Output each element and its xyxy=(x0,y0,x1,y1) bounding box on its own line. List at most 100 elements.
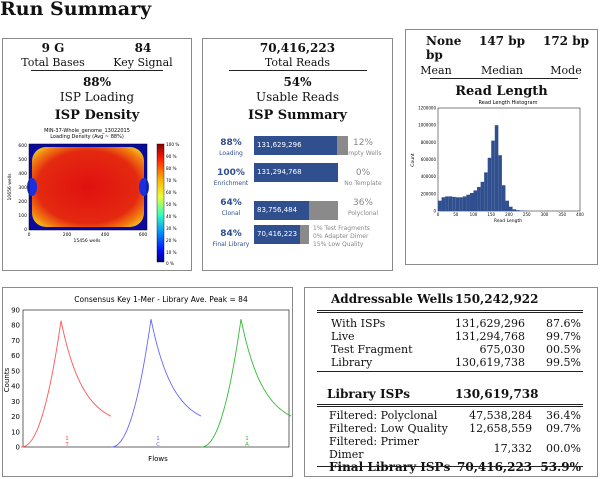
polyclonal-stat: 36% Polyclonal xyxy=(335,198,391,219)
consensus-ytick: 30 xyxy=(11,398,20,406)
final-library-pct: 84% Final Library xyxy=(211,229,251,250)
addressable-wells-value: 150,242,922 xyxy=(455,292,539,306)
consensus-chart-title: Consensus Key 1-Mer - Library Ave. Peak … xyxy=(74,295,248,304)
total-bases-value: 9 G xyxy=(41,41,65,55)
colorbar-tick: 50 % xyxy=(166,202,177,207)
colorbar xyxy=(156,143,165,263)
heatmap-ytick: 300 xyxy=(18,185,27,191)
loading-pct-label: Loading xyxy=(219,150,243,157)
hist-ytick: 600000 xyxy=(421,157,437,162)
hist-xtick: 150 xyxy=(487,212,495,217)
clonal-pct-value: 64% xyxy=(220,198,242,208)
hist-xtick: 0 xyxy=(437,212,440,217)
consensus-ylabel: Counts xyxy=(3,367,11,392)
consensus-key-chart: Consensus Key 1-Mer - Library Ave. Peak … xyxy=(3,295,292,463)
divider xyxy=(317,310,583,311)
mean-value: None bp xyxy=(416,34,466,62)
heatmap-ytick: 500 xyxy=(18,157,27,163)
consensus-ytick: 80 xyxy=(11,322,20,330)
colorbar-tick: 40 % xyxy=(166,214,177,219)
hist-bar xyxy=(469,192,474,211)
heatmap-ytick: 400 xyxy=(18,171,27,177)
hist-bar xyxy=(505,200,509,211)
heatmap-chip xyxy=(32,147,144,227)
colorbar-tick: 70 % xyxy=(166,178,177,183)
total-reads-label: Total Reads xyxy=(264,56,331,69)
clonal-bar: 83,756,484 xyxy=(254,201,309,220)
table-row: Test Fragment 675,030 00.5% xyxy=(329,343,583,356)
hist-bar xyxy=(441,197,446,211)
table-row: Live 131,294,768 99.7% xyxy=(329,330,583,343)
hist-bar xyxy=(445,196,449,211)
hist-bar xyxy=(455,197,460,211)
hist-bar xyxy=(516,210,520,211)
loading-bar: 131,629,296 xyxy=(254,136,337,155)
divider xyxy=(31,70,163,71)
hist-bar xyxy=(512,209,517,211)
polyclonal-label: Polyclonal xyxy=(347,210,379,217)
addressable-wells-table: With ISPs 131,629,296 87.6% Live 131,294,76… xyxy=(329,317,583,369)
hist-yticks: 1200000 1000000 800000 600000 400000 200000 0 xyxy=(418,106,436,214)
final-library-label: Final Library ISPs xyxy=(329,460,451,474)
heatmap-title-line2: Loading Density (Avg ~ 88%) xyxy=(50,134,124,140)
divider xyxy=(229,70,367,71)
colorbar-tick: 100 % xyxy=(166,142,179,147)
series-line-c xyxy=(110,319,202,448)
row-pct: 99.7% xyxy=(546,330,581,343)
colorbar-tick: 80 % xyxy=(166,166,177,171)
row-value: 131,629,296 xyxy=(455,317,525,330)
hist-ytick: 400000 xyxy=(421,174,437,179)
row-pct: 87.6% xyxy=(546,317,581,330)
hist-xtick: 100 xyxy=(470,212,478,217)
consensus-lines xyxy=(20,319,292,448)
empty-wells-stat: 12% Empty Wells xyxy=(335,138,391,159)
hist-title: Read Length Histogram xyxy=(479,100,538,106)
isp-density-title: ISP Density xyxy=(54,108,140,123)
divider xyxy=(317,406,583,407)
hist-bar xyxy=(438,200,442,211)
colorbar-tick: 20 % xyxy=(166,238,177,243)
hist-bar xyxy=(498,155,502,211)
final-library-value: 70,416,223 xyxy=(457,460,533,474)
hist-xticks: 0 50 100 150 200 250 300 350 400 xyxy=(437,212,585,217)
no-template-stat: 0% No Template xyxy=(335,168,391,189)
loading-pct-value: 88% xyxy=(220,138,242,148)
divider xyxy=(317,312,583,313)
row-value: 130,619,738 xyxy=(455,356,525,369)
library-isps-table: Filtered: Polyclonal 47,538,284 36.4% Filt… xyxy=(327,409,583,474)
no-template-pct: 0% xyxy=(355,168,371,178)
table-row: Filtered: Low Quality 12,658,559 09.7% xyxy=(327,422,583,435)
row-label: Live xyxy=(331,330,355,343)
consensus-yticks: 90 80 70 60 50 40 30 20 10 0 xyxy=(11,307,20,452)
divider xyxy=(430,78,578,79)
no-template-label: No Template xyxy=(344,180,382,187)
heatmap-xlabel: 15456 wells xyxy=(73,238,101,244)
consensus-key-panel: Consensus Key 1-Mer - Library Ave. Peak … xyxy=(2,287,293,477)
hist-ytick: 800000 xyxy=(421,140,437,145)
consensus-ytick: 20 xyxy=(11,413,20,421)
mean-label: Mean xyxy=(420,64,452,77)
isp-loading-label: ISP Loading xyxy=(59,90,135,104)
hist-ytick: 1200000 xyxy=(418,106,436,111)
total-bases-label: Total Bases xyxy=(21,56,85,69)
divider xyxy=(317,371,583,372)
isp-loading-value: 88% xyxy=(82,75,112,89)
hist-xtick: 250 xyxy=(523,212,531,217)
hist-bar xyxy=(459,197,463,211)
read-length-histogram: Read Length Histogram 1200000 1000000 8000… xyxy=(410,100,585,224)
isp-density-panel: 9 G 84 Total Bases Key Signal 88% ISP Lo… xyxy=(2,38,192,271)
clonal-pct: 64% Clonal xyxy=(211,198,251,219)
series-line-a xyxy=(200,319,292,448)
heatmap-left-notch xyxy=(27,178,37,196)
page-title: Run Summary xyxy=(0,0,152,20)
total-reads-value: 70,416,223 xyxy=(259,41,336,55)
polyclonal-pct: 36% xyxy=(352,198,373,208)
library-isps-value: 130,619,738 xyxy=(455,387,539,401)
empty-wells-label: Empty Wells xyxy=(344,150,382,157)
hist-plot-area xyxy=(437,107,581,212)
row-value: 12,658,559 xyxy=(469,422,533,435)
row-label: Test Fragment xyxy=(331,343,413,356)
